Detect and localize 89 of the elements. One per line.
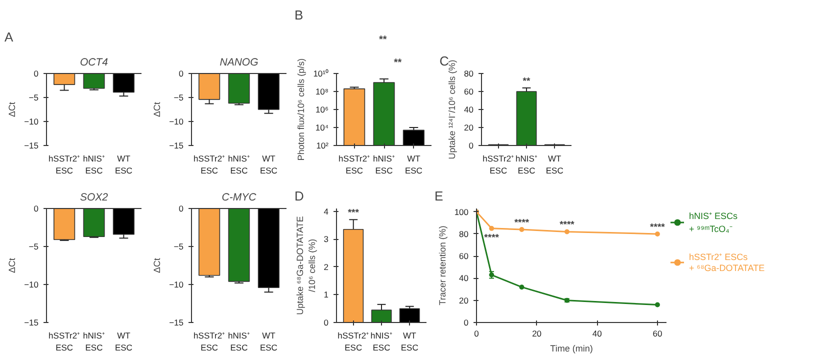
x-tick-label: WT ESC (400, 330, 418, 352)
chart-title: C-MYC (222, 192, 257, 204)
y-tick-label: 60 (459, 251, 469, 262)
x-tick-label: WT ESC (404, 154, 422, 176)
x-tick-label: 60 (652, 328, 662, 338)
x-tick-label: hSSTr2⁺ ESC (194, 154, 226, 176)
y-tick-label: 100 (454, 206, 469, 217)
x-axis-title: Time (min) (550, 344, 593, 354)
y-tick-label: 0 (34, 68, 39, 78)
x-tick-label: hSSTr2⁺ ESC (194, 330, 226, 352)
x-tick-label: hSSTr2⁺ ESC (338, 154, 370, 176)
y-tick-label: 0 (178, 204, 184, 214)
y-tick-label: −15 (169, 140, 184, 150)
x-tick-label: hNIS⁺ ESC (516, 154, 538, 176)
y-axis-title: ΔCt (152, 101, 162, 118)
y-tick-label: 60 (464, 86, 474, 96)
x-tick-label: hSSTr2⁺ ESC (48, 154, 80, 176)
y-axis-title: ΔCt (152, 257, 162, 274)
y-tick-label: 20 (464, 122, 474, 132)
y-tick-label: −5 (174, 92, 184, 102)
text: A (4, 30, 14, 44)
annotation: *** (348, 208, 360, 219)
annotation: **** (484, 232, 500, 244)
y-tick-label: −15 (24, 140, 39, 150)
y-tick-label: 10¹⁰ (313, 68, 329, 78)
y-tick-label: −15 (24, 318, 39, 328)
y-tick-label: 40 (464, 104, 474, 114)
y-tick-label: 1 (324, 290, 329, 300)
text: C (440, 54, 449, 68)
chart-title: OCT4 (80, 56, 108, 68)
y-tick-label: −5 (174, 242, 184, 252)
y-tick-label: 10⁸ (315, 86, 329, 96)
y-axis-title: Uptake ⁶⁸Ga-DOTATATE /10⁶ cells (%) (294, 216, 317, 315)
x-tick-label: hSSTr2⁺ ESC (482, 154, 514, 176)
text: ** (394, 58, 402, 68)
y-tick-label: 2 (324, 262, 329, 272)
chart-title: SOX2 (80, 192, 108, 204)
x-tick-label: WT ESC (114, 154, 132, 176)
x-tick-label: hNIS⁺ ESC (373, 154, 395, 176)
x-tick-label: hNIS⁺ ESC (370, 330, 392, 352)
annotation: **** (514, 218, 530, 229)
x-tick-label: 40 (592, 328, 602, 338)
annotation: ** (522, 76, 530, 87)
y-tick-label: 0 (324, 318, 329, 328)
y-tick-label: −10 (169, 116, 184, 126)
y-tick-label: 80 (459, 228, 469, 239)
x-tick-label: WT ESC (546, 154, 564, 176)
x-tick-label: WT ESC (260, 154, 278, 176)
y-axis-title: Tracer retention (%) (437, 226, 448, 306)
y-tick-label: −10 (169, 280, 184, 290)
x-tick-label: hNIS⁺ ESC (228, 154, 250, 176)
y-axis-title: ΔCt (7, 257, 18, 274)
y-tick-label: 4 (324, 206, 329, 216)
x-tick-label: WT ESC (260, 330, 278, 352)
y-tick-label: 80 (464, 68, 474, 78)
x-tick-label: hNIS⁺ ESC (83, 330, 105, 352)
y-tick-label: 0 (34, 204, 39, 214)
y-tick-label: −5 (28, 242, 39, 252)
y-tick-label: 0 (178, 68, 184, 78)
y-tick-label: 10² (316, 140, 329, 150)
annotation: **** (650, 222, 666, 233)
chart-title: NANOG (220, 56, 258, 68)
y-tick-label: 20 (459, 295, 469, 306)
text: B (294, 8, 304, 22)
y-tick-label: 0 (464, 318, 469, 328)
legend-label: hSSTr2⁺ ESCs + ⁶⁸Ga-DOTATATE (689, 251, 765, 273)
y-tick-label: 3 (324, 234, 329, 244)
y-tick-label: −15 (169, 318, 184, 328)
legend-label: hNIS⁺ ESCs + ⁹⁹ᵐTcO₄⁻ (689, 210, 738, 235)
y-tick-label: 40 (459, 273, 469, 284)
y-tick-label: 0 (468, 140, 474, 150)
x-tick-label: WT ESC (114, 330, 132, 352)
x-tick-label: hSSTr2⁺ ESC (48, 330, 80, 352)
y-tick-label: −5 (28, 92, 39, 102)
x-tick-label: hNIS⁺ ESC (83, 154, 105, 176)
x-tick-label: 20 (532, 328, 542, 338)
y-tick-label: 10⁶ (316, 104, 329, 114)
annotation: **** (560, 220, 575, 231)
text: ** (379, 34, 387, 46)
text: E (434, 188, 444, 204)
y-axis-title: ΔCt (7, 101, 18, 118)
y-axis-title: Photon flux/10⁶ cells (p/s) (296, 58, 306, 161)
x-tick-label: hNIS⁺ ESC (228, 330, 250, 352)
y-tick-label: 10⁴ (315, 122, 329, 132)
y-axis-title: Uptake ¹²⁴I⁻/10⁶ cells (%) (447, 60, 458, 160)
y-tick-label: −10 (24, 280, 39, 290)
x-tick-label: hSSTr2⁺ ESC (338, 330, 370, 352)
y-tick-label: −10 (24, 116, 39, 126)
text: D (294, 188, 304, 204)
